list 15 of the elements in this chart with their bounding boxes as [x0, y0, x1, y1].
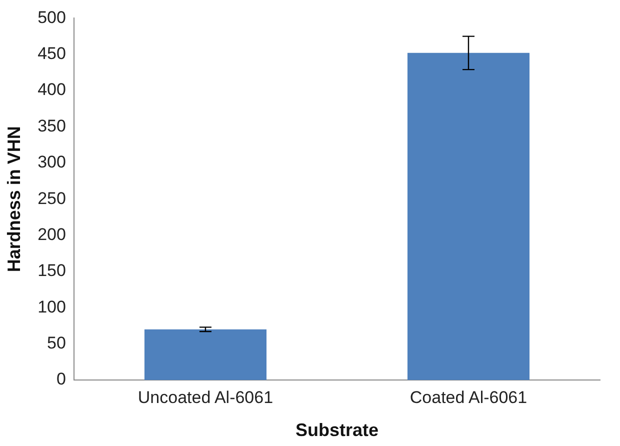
y-tick-label: 300 — [38, 152, 66, 172]
y-tick-label: 150 — [38, 261, 66, 280]
y-tick-label: 50 — [47, 334, 66, 353]
y-tick-label: 0 — [56, 370, 66, 389]
x-tick-label: Uncoated Al-6061 — [138, 388, 274, 407]
y-tick-label: 500 — [38, 8, 66, 27]
y-tick-label: 200 — [38, 224, 66, 244]
y-tick-label: 100 — [38, 297, 66, 316]
y-tick-label: 400 — [38, 80, 66, 100]
y-tick-label: 450 — [38, 44, 66, 64]
x-tick-label: Coated Al-6061 — [410, 388, 528, 407]
y-tick-label: 350 — [38, 116, 66, 136]
x-axis-title: Substrate — [295, 420, 378, 440]
y-tick-label: 250 — [38, 188, 66, 208]
y-axis-title: Hardness in VHN — [4, 126, 24, 272]
